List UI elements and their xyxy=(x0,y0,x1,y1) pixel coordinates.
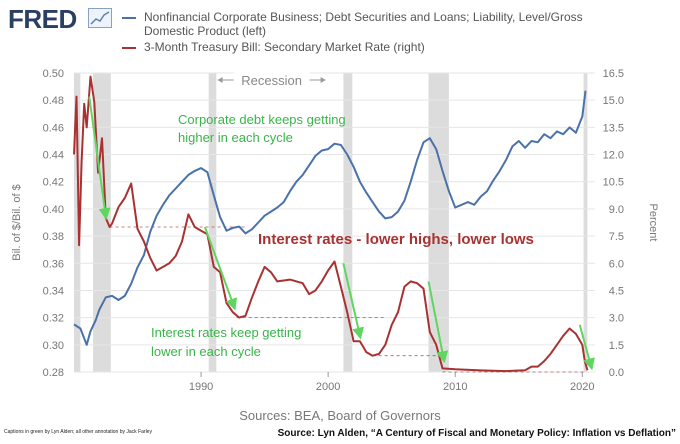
y-tick-label-right: 4.5 xyxy=(609,285,624,297)
annotation-rates-lower-line2: lower in each cycle xyxy=(151,344,261,359)
y-tick-label-left: 0.40 xyxy=(43,204,64,216)
x-tick-label: 2000 xyxy=(316,381,340,393)
y-tick-label-right: 16.5 xyxy=(603,68,624,80)
series-line-debt xyxy=(73,90,587,346)
footer-credit: Captions in green by Lyn Alden; all othe… xyxy=(4,429,152,435)
recession-label-bg xyxy=(233,71,310,89)
y-tick-label-right: 1.5 xyxy=(609,340,624,352)
annotation-rates-lower-line1: Interest rates keep getting xyxy=(151,325,301,340)
y-tick-label-left: 0.46 xyxy=(43,122,64,134)
y-tick-label-left: 0.34 xyxy=(43,285,64,297)
legend-swatch-tbill xyxy=(122,47,136,49)
y-tick-label-right: 0.0 xyxy=(609,367,624,379)
footer-source: Source: Lyn Alden, “A Century of Fiscal … xyxy=(277,428,676,439)
annotation-corporate-debt-line1: Corporate debt keeps getting xyxy=(178,112,346,127)
recession-band-2 xyxy=(208,73,217,372)
y-tick-label-right: 9.0 xyxy=(609,204,624,216)
legend-swatch-debt xyxy=(122,17,136,19)
y-tick-label-right: 15.0 xyxy=(603,95,624,107)
y-tick-label-left: 0.44 xyxy=(43,150,64,162)
y-tick-label-left: 0.32 xyxy=(43,313,64,325)
recession-arrow-left xyxy=(217,77,223,83)
recession-band-4 xyxy=(428,73,449,372)
y-tick-label-left: 0.30 xyxy=(43,340,64,352)
y-tick-label-left: 0.36 xyxy=(43,258,64,270)
legend-label-debt: Nonfinancial Corporate Business; Debt Se… xyxy=(144,10,583,24)
legend-label-tbill: 3-Month Treasury Bill: Secondary Market … xyxy=(144,40,425,54)
y-tick-label-right: 12.0 xyxy=(603,150,624,162)
y-tick-label-left: 0.42 xyxy=(43,177,64,189)
recession-band-0 xyxy=(74,73,81,372)
y-axis-label-left: Bil. of $/Bil. of $ xyxy=(11,184,23,260)
y-tick-label-right: 10.5 xyxy=(603,177,624,189)
footer-sources: Sources: BEA, Board of Governors xyxy=(239,408,441,423)
trend-arrow-1 xyxy=(203,226,237,311)
y-tick-label-right: 7.5 xyxy=(609,231,624,243)
recession-arrow-right xyxy=(320,77,326,83)
annotation-interest-rates: Interest rates - lower highs, lower lows xyxy=(258,231,534,248)
recession-label: Recession xyxy=(241,73,302,88)
y-tick-label-left: 0.28 xyxy=(43,367,64,379)
recession-band-3 xyxy=(343,73,353,372)
y-tick-label-right: 6.0 xyxy=(609,258,624,270)
legend-label-debt-line2: Domestic Product (left) xyxy=(144,24,267,38)
fred-logo: FRED xyxy=(8,4,77,34)
x-tick-label: 1990 xyxy=(189,381,213,393)
chart-header: FRED Nonfinancial Corporate Business; De… xyxy=(0,0,680,60)
annotation-corporate-debt-line2: higher in each cycle xyxy=(178,130,293,145)
y-axis-label-right: Percent xyxy=(647,204,659,242)
y-tick-label-left: 0.50 xyxy=(43,68,64,80)
y-tick-label-right: 3.0 xyxy=(609,313,624,325)
chart-icon xyxy=(88,8,112,28)
y-tick-label-right: 13.5 xyxy=(603,122,624,134)
trend-arrow-0 xyxy=(88,96,111,221)
legend-item-debt: Nonfinancial Corporate Business; Debt Se… xyxy=(144,10,664,38)
y-tick-label-left: 0.48 xyxy=(43,95,64,107)
x-tick-label: 2020 xyxy=(570,381,594,393)
x-tick-label: 2010 xyxy=(443,381,467,393)
series-line-tbill xyxy=(73,75,589,373)
trend-arrow-2 xyxy=(342,263,364,340)
trend-arrow-4 xyxy=(578,324,595,371)
trend-arrow-3 xyxy=(427,281,449,364)
y-tick-label-left: 0.38 xyxy=(43,231,64,243)
recession-band-5 xyxy=(583,73,588,372)
legend-item-tbill: 3-Month Treasury Bill: Secondary Market … xyxy=(144,40,425,54)
